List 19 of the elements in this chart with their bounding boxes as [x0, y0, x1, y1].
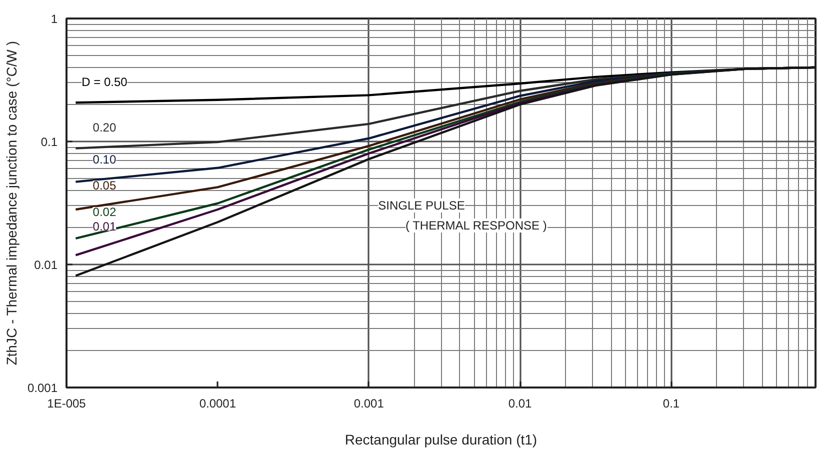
series-label: 0.20 — [92, 120, 116, 135]
y-tick-label: 0.001 — [27, 381, 58, 395]
series-label: D = 0.50 — [82, 75, 128, 90]
series-label: 0.10 — [92, 152, 116, 167]
x-tick-label: 1E-005 — [47, 396, 86, 410]
x-tick-label: 0.0001 — [199, 396, 236, 410]
series-label: 0.02 — [92, 204, 116, 219]
annotation: ( THERMAL RESPONSE ) — [405, 218, 547, 232]
y-tick-label: 0.1 — [40, 135, 58, 149]
y-tick-label: 0.01 — [34, 258, 58, 272]
x-tick-label: 0.1 — [662, 396, 680, 410]
y-tick-label: 1 — [50, 12, 58, 26]
series-label: 0.01 — [92, 220, 116, 234]
x-axis-title: Rectangular pulse duration (t1) — [344, 432, 538, 448]
x-tick-label: 0.01 — [508, 396, 532, 410]
annotation: SINGLE PULSE — [378, 198, 465, 212]
y-axis-title: ZthJC - Thermal impedance junction to case (°C/W ) — [3, 40, 20, 366]
x-tick-label: 0.001 — [354, 396, 384, 410]
series-label: 0.05 — [92, 178, 116, 193]
